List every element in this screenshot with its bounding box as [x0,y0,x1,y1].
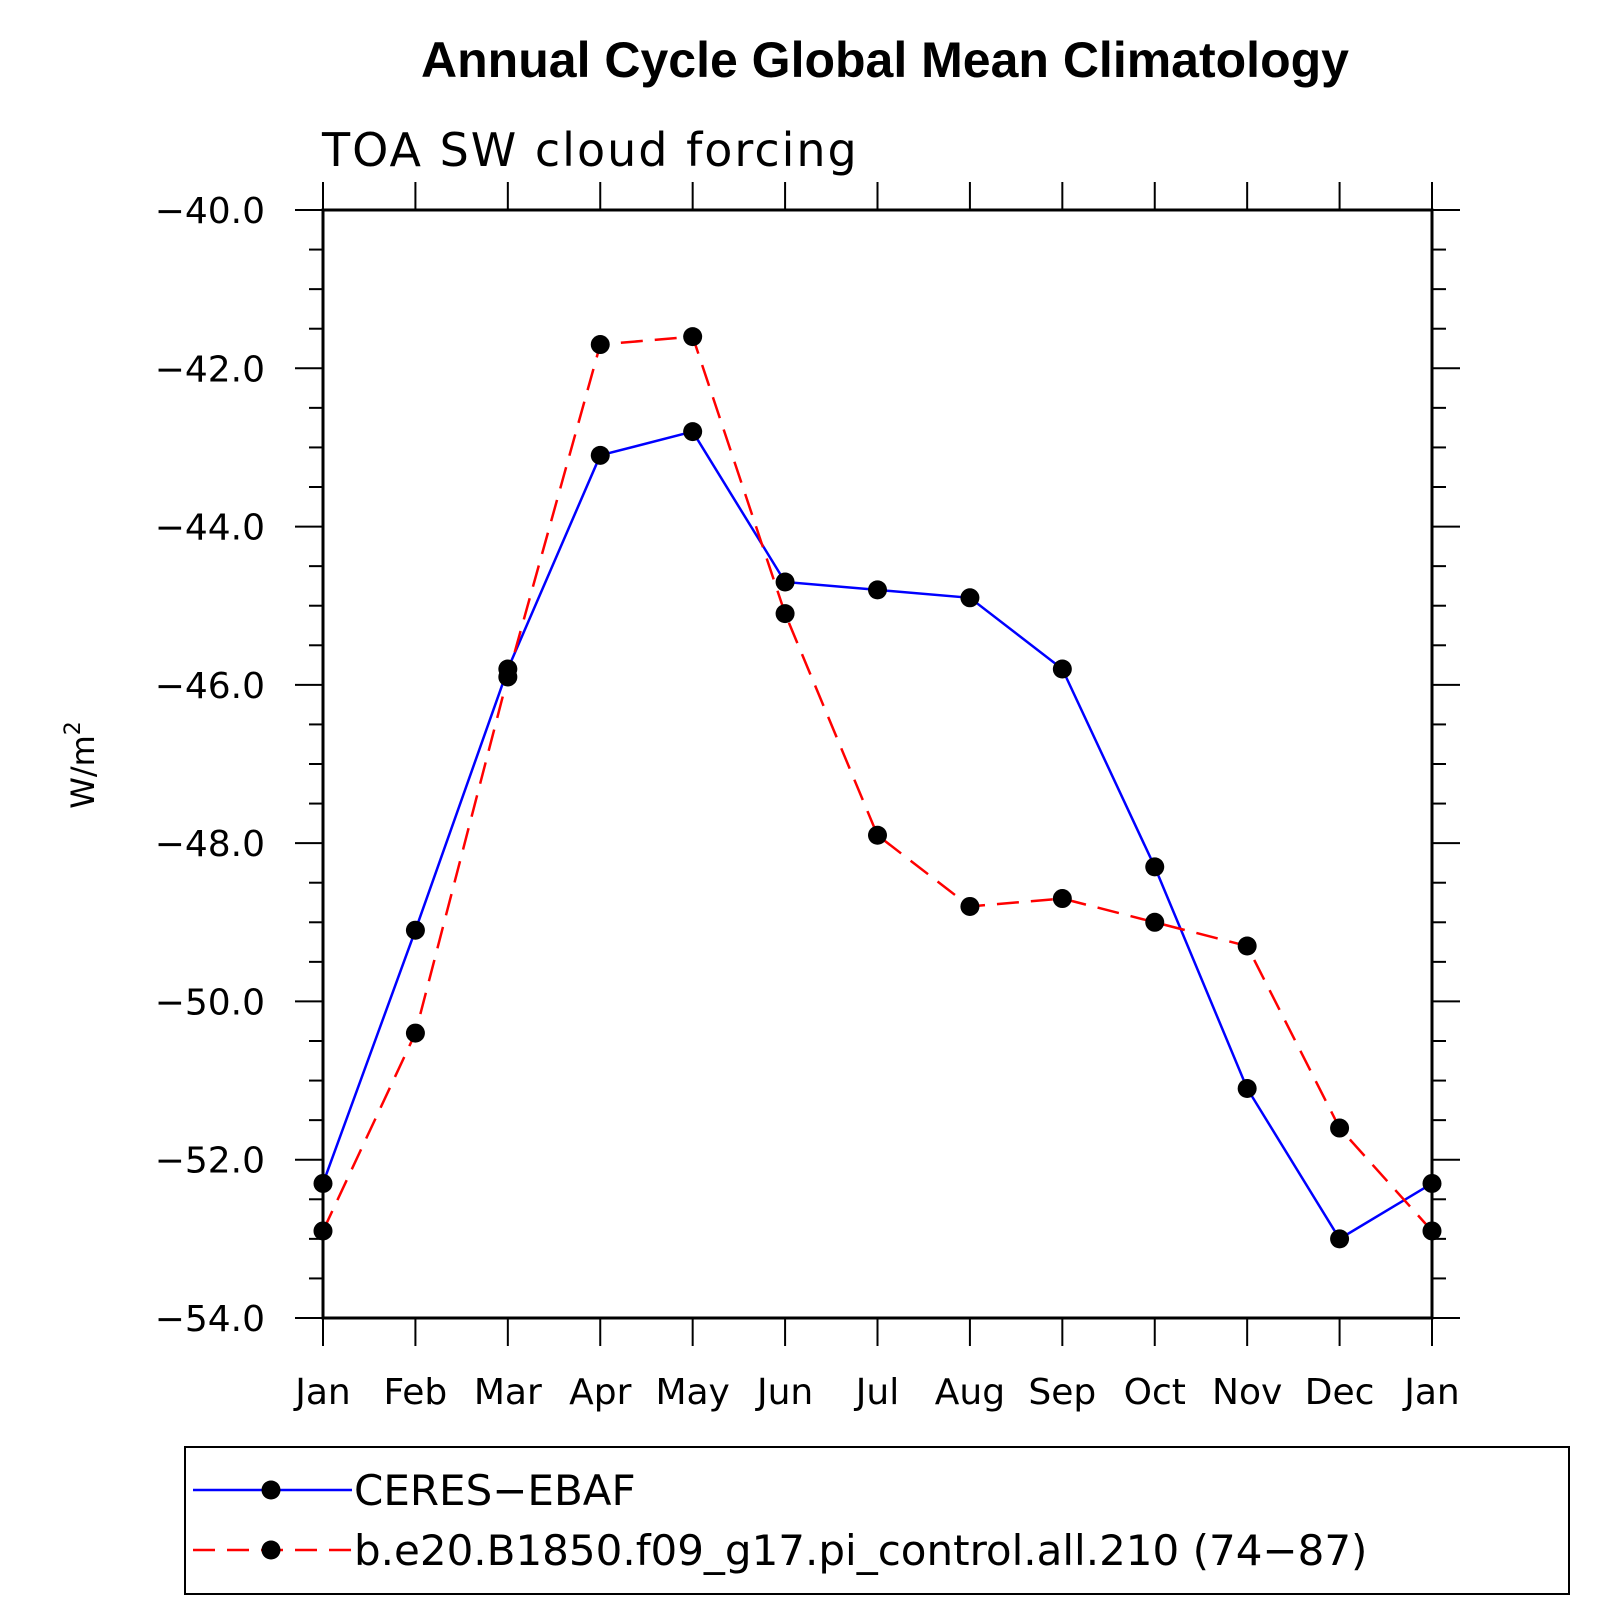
legend-label-2: b.e20.B1850.f09_g17.pi_control.all.210 (… [354,1526,1367,1575]
x-tick-label: Apr [569,1372,631,1413]
series-1-point [313,1173,333,1193]
legend-label-1: CERES−EBAF [354,1466,636,1515]
series-1-point [590,445,610,465]
series-2-point [1052,889,1072,909]
legend-items: CERES−EBAF b.e20.B1850.f09_g17.pi_control… [193,1466,1367,1575]
y-tick-label: −54.0 [155,1299,265,1340]
x-tick-label: Jan [1402,1372,1460,1413]
series-2-point [405,1023,425,1043]
legend-box [184,1446,1570,1595]
x-tick-label: Jul [854,1372,899,1413]
series-2-point [1237,936,1257,956]
svg-text:W/m2: W/m2 [61,721,102,809]
series-2-point [775,604,795,624]
series-2-point [960,896,980,916]
legend-marker-2 [261,1540,281,1560]
y-tick-label: −42.0 [155,349,265,390]
legend-marker-1 [261,1480,281,1500]
x-tick-label: Dec [1305,1372,1375,1413]
series-1-point [1052,659,1072,679]
series-lines [321,335,1433,1241]
y-axis-label: W/m2 [61,721,102,809]
y-axis-label-superscript: 2 [61,721,86,735]
x-tick-label: Mar [474,1372,542,1413]
series-2-point [1145,912,1165,932]
series-1-point [868,580,887,600]
series-1-point [683,422,703,442]
series-2-point [590,335,610,355]
chart-title: Annual Cycle Global Mean Climatology [421,32,1349,88]
x-tick-label: Nov [1212,1372,1282,1413]
x-tick-label: May [655,1372,729,1413]
y-tick-label: −50.0 [155,982,265,1023]
x-tick-label: Feb [384,1372,448,1413]
series-1-point [1330,1229,1350,1249]
x-tick-label: Jun [755,1372,813,1413]
y-tick-label: −48.0 [155,824,265,865]
series-1-point [960,588,980,608]
series-line-2 [321,335,1433,1232]
axis-tick-labels: −40.0 −42.0 −44.0 −46.0 −48.0 −50.0 −52.0 −54.0… [155,191,1460,1413]
series-2-point [313,1221,333,1241]
series-2-point [868,825,887,845]
plot-frame [321,208,1434,1320]
y-tick-label: −44.0 [155,508,265,549]
series-markers [313,327,1442,1249]
y-axis-label-text: W/m [64,735,102,809]
series-1-point [775,572,795,592]
axis-ticks [295,182,1460,1346]
series-2-point [1330,1118,1350,1138]
series-1-point [1237,1078,1257,1098]
x-tick-label: Sep [1028,1372,1096,1413]
x-tick-label: Jan [293,1372,351,1413]
series-1-point [405,920,425,940]
legend: CERES−EBAF b.e20.B1850.f09_g17.pi_control… [184,1446,1570,1595]
y-tick-label: −46.0 [155,666,265,707]
chart-subtitle: TOA SW cloud forcing [321,123,859,177]
x-tick-label: Aug [935,1372,1005,1413]
series-1-point [1422,1173,1442,1193]
series-1-point [1145,857,1165,877]
series-2-point [498,667,518,687]
y-tick-label: −52.0 [155,1141,265,1182]
y-tick-label: −40.0 [155,191,265,232]
series-2-point [683,327,703,347]
series-2-point [1422,1221,1442,1241]
x-tick-label: Oct [1124,1372,1186,1413]
